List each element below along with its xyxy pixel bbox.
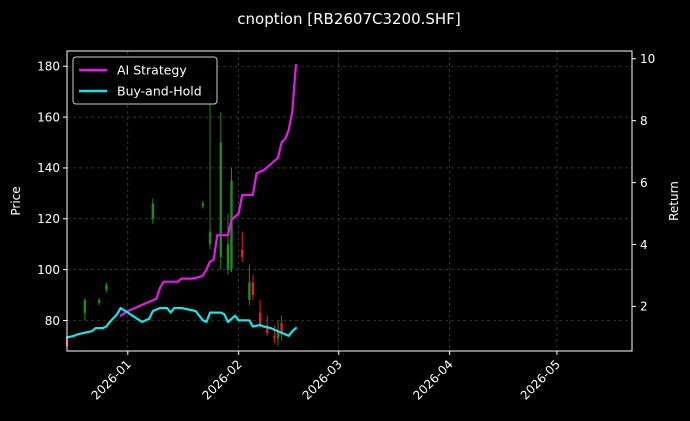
y2-tick-label: 2 — [640, 300, 648, 314]
candle-body — [105, 284, 108, 290]
series-line-ai-strategy — [119, 63, 297, 317]
y-tick-label: 100 — [37, 263, 60, 277]
candle-body — [83, 300, 87, 313]
legend-box — [72, 56, 218, 105]
candle-body — [151, 203, 155, 219]
candle-body — [266, 325, 269, 334]
plot-frame — [66, 50, 633, 352]
grid — [67, 51, 632, 351]
series-line-buy-and-hold — [65, 306, 297, 339]
series-lines — [65, 63, 297, 339]
candle-body — [248, 282, 251, 301]
candle-body — [251, 282, 255, 296]
candle-body — [230, 180, 233, 270]
chart-title: cnoption [RB2607C3200.SHF] — [237, 10, 460, 28]
candle-body — [226, 244, 230, 270]
candle-body — [273, 335, 276, 339]
y2-tick-label: 10 — [640, 52, 655, 66]
legend: AI Strategy Buy-and-Hold — [72, 56, 218, 105]
candle-body — [241, 249, 244, 257]
y2-axis: 2 4 6 8 10 — [632, 52, 655, 314]
candle-body — [219, 142, 222, 257]
y2-tick-label: 6 — [640, 176, 648, 190]
candle-body — [258, 312, 262, 326]
y-tick-label: 140 — [37, 161, 60, 175]
candle-body — [97, 300, 101, 303]
y-tick-label: 160 — [37, 110, 60, 124]
candle-body — [280, 323, 283, 334]
y-tick-label: 180 — [37, 60, 60, 74]
y-tick-label: 120 — [37, 212, 60, 226]
y-axis-label: Price — [9, 186, 23, 215]
legend-label-buy-and-hold: Buy-and-Hold — [117, 84, 202, 99]
candle-body — [276, 330, 280, 339]
candle-body — [201, 203, 205, 207]
y2-tick-label: 4 — [640, 238, 648, 252]
y-tick-label: 80 — [45, 314, 60, 328]
candle-body — [208, 231, 212, 245]
y2-axis-label: Return — [667, 181, 681, 221]
y2-tick-label: 8 — [640, 114, 648, 128]
legend-label-ai-strategy: AI Strategy — [117, 63, 187, 78]
y-axis: 80 100 120 140 160 180 — [37, 60, 67, 328]
